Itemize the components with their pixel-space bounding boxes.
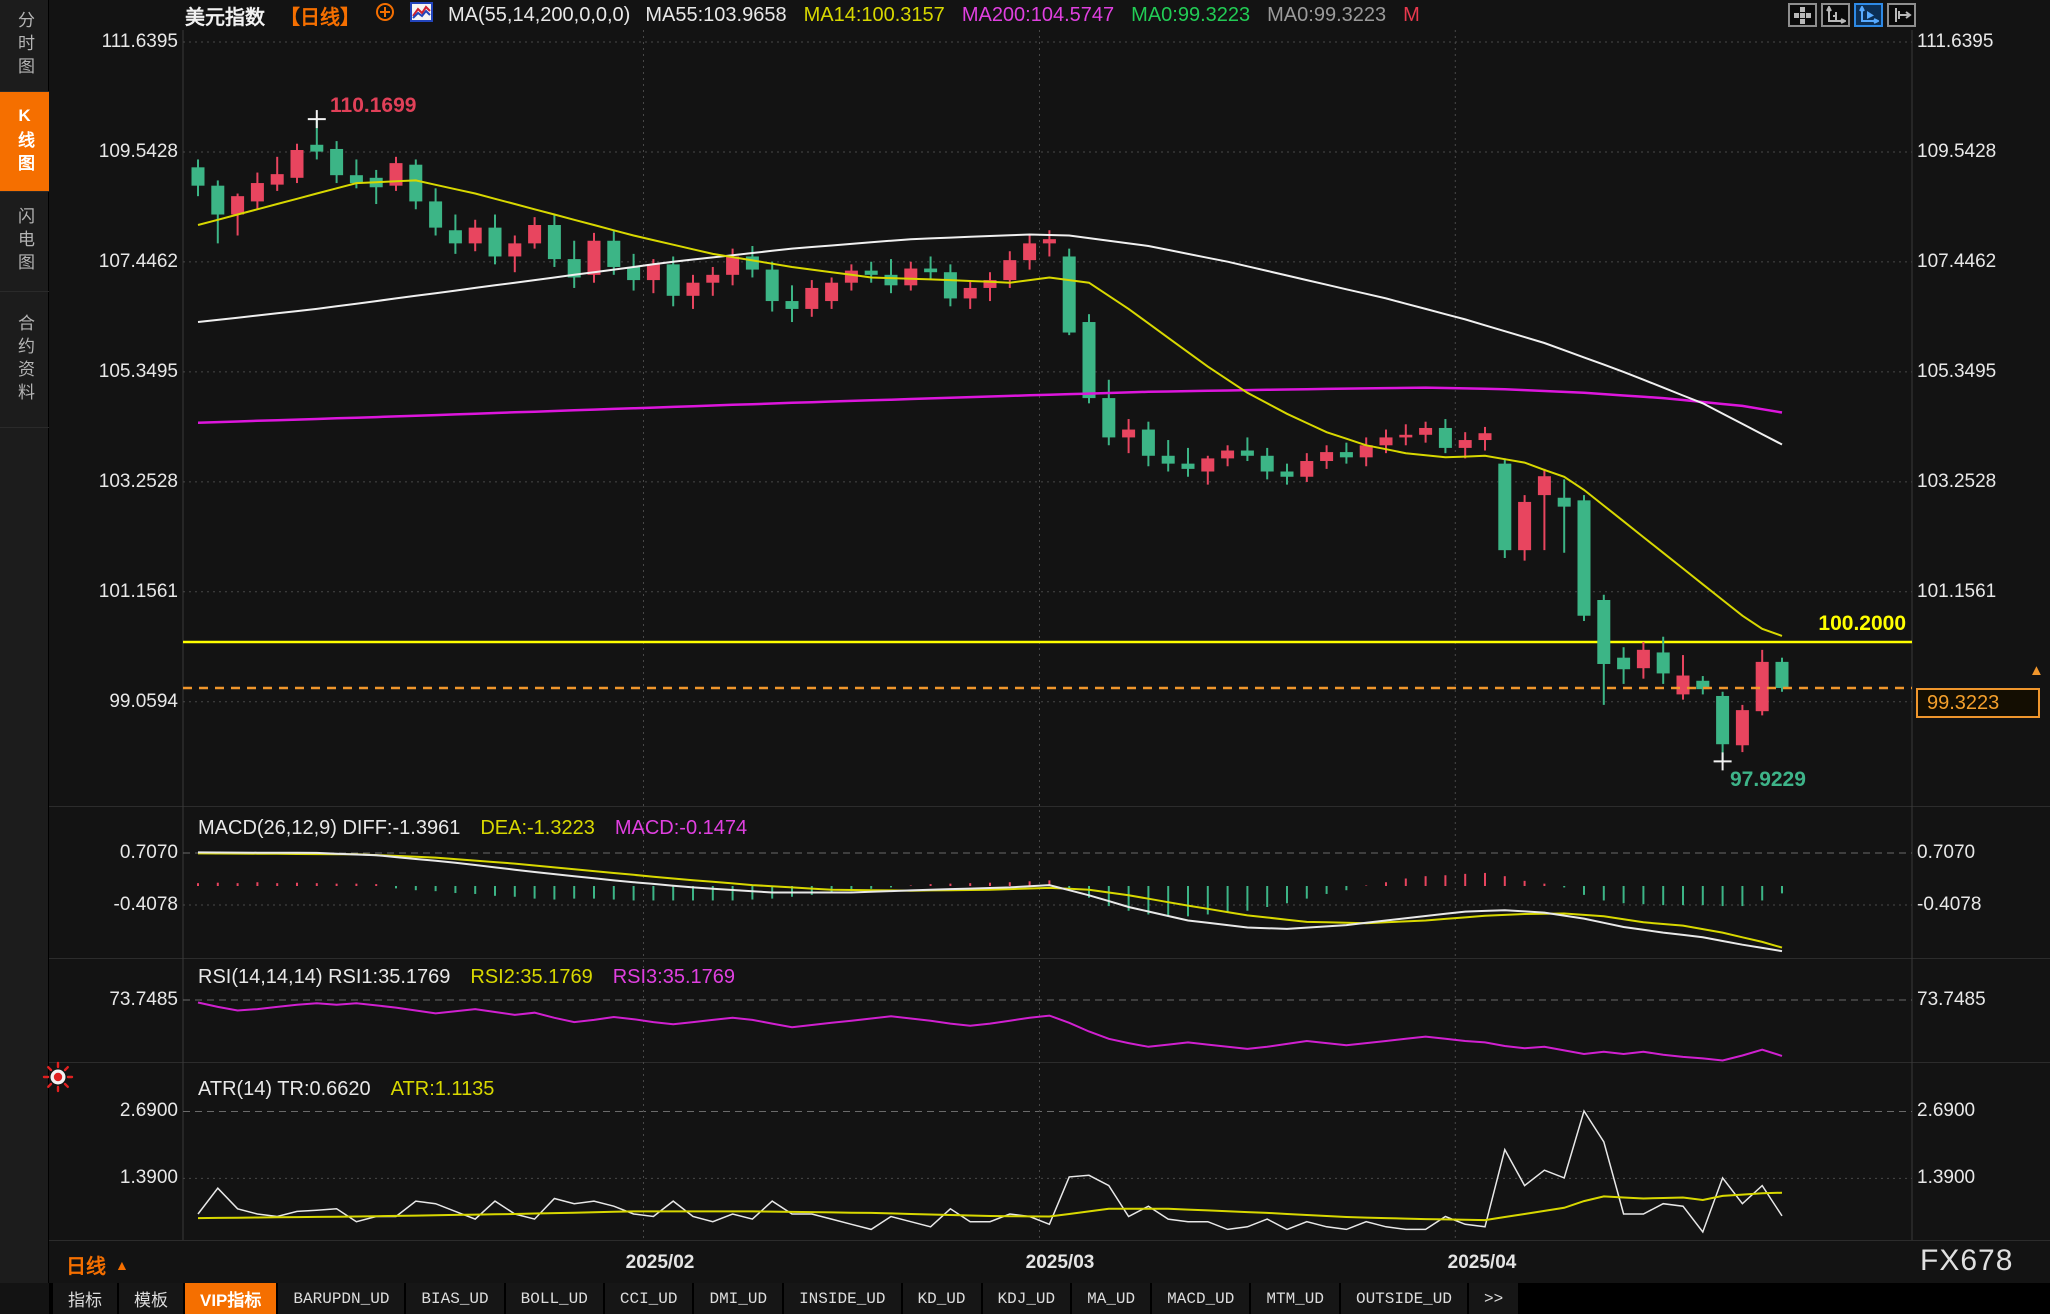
- toolbar-button-5[interactable]: BIAS_UD: [406, 1283, 504, 1314]
- toolbar-button-2[interactable]: 模板: [119, 1283, 183, 1314]
- indicator-value-label: DEA:-1.3223: [480, 817, 595, 839]
- indicator-value-label: ATR(14) TR:0.6620: [198, 1078, 371, 1100]
- axis-label: 107.4462: [1917, 250, 1997, 272]
- axis-label: 105.3495: [98, 360, 178, 382]
- axis-shift-icon[interactable]: [1887, 3, 1916, 27]
- indicator-value-label: RSI2:35.1769: [470, 966, 593, 988]
- axis-label: 101.1561: [98, 580, 178, 602]
- period-label: 日线: [66, 1256, 106, 1278]
- toolbar-button-14[interactable]: MTM_UD: [1251, 1283, 1339, 1314]
- ma-settings-label: MA(55,14,200,0,0,0): [448, 3, 631, 26]
- axis-label: 73.7485: [1917, 989, 1986, 1010]
- axis-label: 109.5428: [1917, 140, 1997, 162]
- sidebar-item-3[interactable]: 闪电图: [0, 192, 49, 292]
- axis-label: 109.5428: [98, 140, 178, 162]
- macd-indicator-label: MACD(26,12,9) DIFF:-1.3961 DEA:-1.3223 MAC…: [198, 817, 747, 840]
- toolbar-button-8[interactable]: DMI_UD: [694, 1283, 783, 1314]
- axis-label: 107.4462: [98, 250, 178, 272]
- ma-value-label: MA0:99.3223: [1267, 3, 1387, 26]
- chart-header: 美元指数 【日线】 MA(55,14,200,0,0,0) MA55:103.9…: [49, 0, 2050, 30]
- symbol-title: 美元指数: [185, 6, 265, 29]
- axis-label: 111.6395: [101, 31, 178, 52]
- resistance-level-label: 100.2000: [1818, 612, 1906, 635]
- axis-label: 2.6900: [119, 1100, 178, 1122]
- axis-label: -0.4078: [1917, 894, 1982, 915]
- window-controls: [1788, 3, 1916, 27]
- toolbar-button-3[interactable]: VIP指标: [185, 1283, 277, 1314]
- axis-play-icon[interactable]: [1854, 3, 1883, 27]
- indicator-value-label: MACD(26,12,9) DIFF:-1.3961: [198, 817, 461, 839]
- axis-label: 103.2528: [1917, 470, 1997, 492]
- period-tag: 【日线】: [280, 6, 360, 29]
- axis-label: 101.1561: [1917, 580, 1997, 602]
- axis-label: 103.2528: [98, 470, 178, 492]
- x-axis-label: 2025/02: [625, 1252, 695, 1273]
- toolbar-button-1[interactable]: 指标: [53, 1283, 117, 1314]
- mini-chart-icon[interactable]: [410, 2, 433, 28]
- toolbar-button-16[interactable]: >>: [1468, 1283, 1519, 1314]
- axis-label: 99.0594: [109, 690, 178, 712]
- toolbar-button-10[interactable]: KD_UD: [902, 1283, 981, 1314]
- indicator-value-label: RSI(14,14,14) RSI1:35.1769: [198, 966, 451, 988]
- sidebar-item-label: 闪电图: [15, 207, 34, 276]
- ma-value-label: MA0:99.3223: [1131, 3, 1251, 26]
- ma-value-label: M: [1403, 3, 1420, 26]
- axis-label: 0.7070: [1917, 842, 1976, 864]
- low-price-annotation: 97.9229: [1730, 768, 1806, 791]
- high-price-annotation: 110.1699: [330, 94, 417, 117]
- ma-value-label: MA14:100.3157: [803, 3, 945, 26]
- axis-label: -0.4078: [113, 894, 178, 915]
- toolbar-button-4[interactable]: BARUPDN_UD: [278, 1283, 405, 1314]
- indicator-toolbar: 指标 模板 VIP指标 BARUPDN_UD BIAS_UD BOLL_UD CCI_UD D…: [49, 1283, 2050, 1314]
- price-up-arrow-icon: ▲: [2029, 662, 2044, 679]
- sidebar: 分时图 K线图闪电图合约资料: [0, 0, 49, 1283]
- toolbar-button-15[interactable]: OUTSIDE_UD: [1340, 1283, 1467, 1314]
- axis-left-icon[interactable]: [1821, 3, 1850, 27]
- rsi-indicator-label: RSI(14,14,14) RSI1:35.1769 RSI2:35.1769 RS…: [198, 966, 735, 989]
- ma-value-label: MA200:104.5747: [961, 3, 1115, 26]
- period-arrow-icon: ▲: [115, 1256, 129, 1273]
- atr-indicator-label: ATR(14) TR:0.6620 ATR:1.1135: [198, 1078, 494, 1101]
- toolbar-button-6[interactable]: BOLL_UD: [505, 1283, 603, 1314]
- axis-label: 1.3900: [1917, 1167, 1976, 1189]
- axis-label: 0.7070: [119, 842, 178, 864]
- alert-beacon-icon[interactable]: [42, 1061, 74, 1098]
- indicator-value-label: RSI3:35.1769: [612, 966, 736, 988]
- sidebar-item-label: K线图: [15, 106, 34, 177]
- sidebar-item-1[interactable]: 分时图: [0, 0, 49, 92]
- sidebar-item-label: 分时图: [15, 11, 34, 80]
- circle-plus-icon[interactable]: [375, 2, 395, 28]
- last-price-badge: 99.3223: [1916, 688, 2040, 718]
- axis-label: 1.3900: [119, 1167, 178, 1189]
- x-axis-label: 2025/04: [1447, 1252, 1517, 1273]
- sidebar-item-4[interactable]: 合约资料: [0, 292, 49, 428]
- sidebar-item-label: 合约资料: [15, 313, 34, 406]
- grid-icon[interactable]: [1788, 3, 1817, 27]
- toolbar-button-7[interactable]: CCI_UD: [604, 1283, 693, 1314]
- toolbar-button-11[interactable]: KDJ_UD: [982, 1283, 1071, 1314]
- ma-values: MA55:103.9658 MA14:100.3157 MA200:104.5747…: [645, 4, 1419, 27]
- axis-label: 2.6900: [1917, 1100, 1976, 1122]
- indicator-value-label: ATR:1.1135: [390, 1078, 495, 1100]
- axis-label: 73.7485: [109, 989, 178, 1010]
- sidebar-item-2[interactable]: K线图: [0, 92, 49, 192]
- x-axis-label: 2025/03: [1025, 1252, 1095, 1273]
- axis-label: 105.3495: [1917, 360, 1997, 382]
- toolbar-button-9[interactable]: INSIDE_UD: [784, 1283, 901, 1314]
- toolbar-button-12[interactable]: MA_UD: [1072, 1283, 1151, 1314]
- period-selector[interactable]: 日线 ▲: [66, 1250, 129, 1279]
- toolbar-button-13[interactable]: MACD_UD: [1152, 1283, 1250, 1314]
- ma-value-label: MA55:103.9658: [645, 3, 787, 26]
- axis-label: 111.6395: [1917, 31, 1994, 52]
- indicator-value-label: MACD:-0.1474: [614, 817, 748, 839]
- watermark: FX678: [1920, 1244, 2014, 1277]
